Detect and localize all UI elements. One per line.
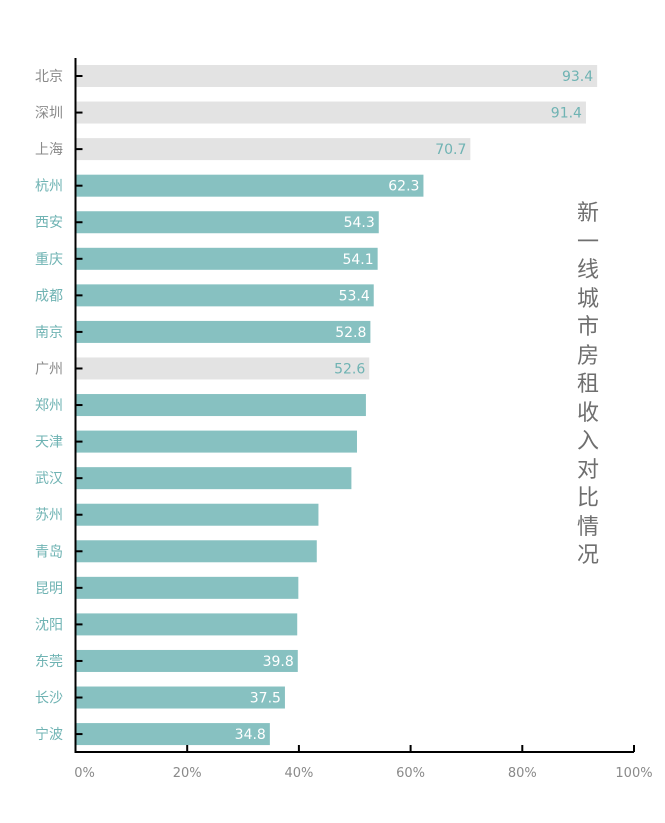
bar-北京: [75, 65, 598, 87]
category-label: 沈阳: [35, 617, 63, 633]
bar-杭州: [75, 174, 424, 197]
category-label: 长沙: [35, 691, 63, 707]
category-label: 郑州: [35, 398, 63, 414]
bar-天津: [75, 430, 357, 453]
bar-青岛: [75, 540, 317, 563]
category-label: 昆明: [35, 581, 63, 597]
category-label: 青岛: [35, 544, 63, 560]
x-tick-label: 60%: [396, 766, 425, 781]
bar-郑州: [75, 394, 366, 417]
category-label: 苏州: [35, 508, 63, 524]
value-label: 70.7: [435, 142, 466, 158]
category-label: 杭州: [35, 179, 63, 195]
x-tick-label: 40%: [284, 766, 313, 781]
category-label: 宁波: [35, 726, 63, 743]
category-label: 深圳: [35, 106, 63, 122]
category-label: 东莞: [35, 654, 63, 670]
value-label: 62.3: [388, 179, 419, 195]
bar-沈阳: [75, 613, 298, 636]
category-label: 重庆: [35, 252, 63, 268]
x-tick-label: 80%: [508, 766, 537, 781]
bar-广州: [75, 357, 370, 380]
chart-title: 新一线城市房租收入对比情况: [576, 201, 599, 568]
category-label: 西安: [35, 215, 63, 231]
x-tick-label: 100%: [615, 766, 652, 781]
bar-昆明: [75, 576, 299, 599]
value-label: 93.4: [562, 69, 593, 85]
x-tick-label: 20%: [173, 766, 202, 781]
value-label: 54.3: [344, 215, 375, 231]
bar-西安: [75, 211, 379, 234]
bar-上海: [75, 138, 471, 161]
bar-重庆: [75, 247, 378, 270]
category-label: 天津: [35, 435, 63, 451]
category-label: 广州: [35, 361, 63, 377]
value-label: 52.6: [334, 361, 365, 377]
value-label: 39.8: [263, 654, 294, 670]
value-label: 91.4: [551, 106, 582, 122]
value-label: 37.5: [250, 691, 281, 707]
category-label: 北京: [35, 69, 63, 85]
category-label: 成都: [35, 288, 63, 304]
bar-长沙: [75, 686, 285, 709]
x-tick-label: 0%: [74, 766, 95, 781]
bar-苏州: [75, 503, 319, 526]
value-label: 52.8: [335, 325, 366, 341]
bar-东莞: [75, 649, 298, 672]
value-label: 53.4: [339, 288, 370, 304]
bar-深圳: [75, 101, 586, 124]
bar-南京: [75, 320, 371, 343]
bar-武汉: [75, 467, 352, 490]
category-label: 武汉: [35, 471, 63, 487]
value-label: 34.8: [235, 727, 266, 743]
bar-宁波: [75, 723, 270, 746]
value-label: 54.1: [342, 252, 373, 268]
category-label: 上海: [35, 142, 63, 158]
category-label: 南京: [35, 325, 63, 341]
bar-成都: [75, 284, 374, 307]
